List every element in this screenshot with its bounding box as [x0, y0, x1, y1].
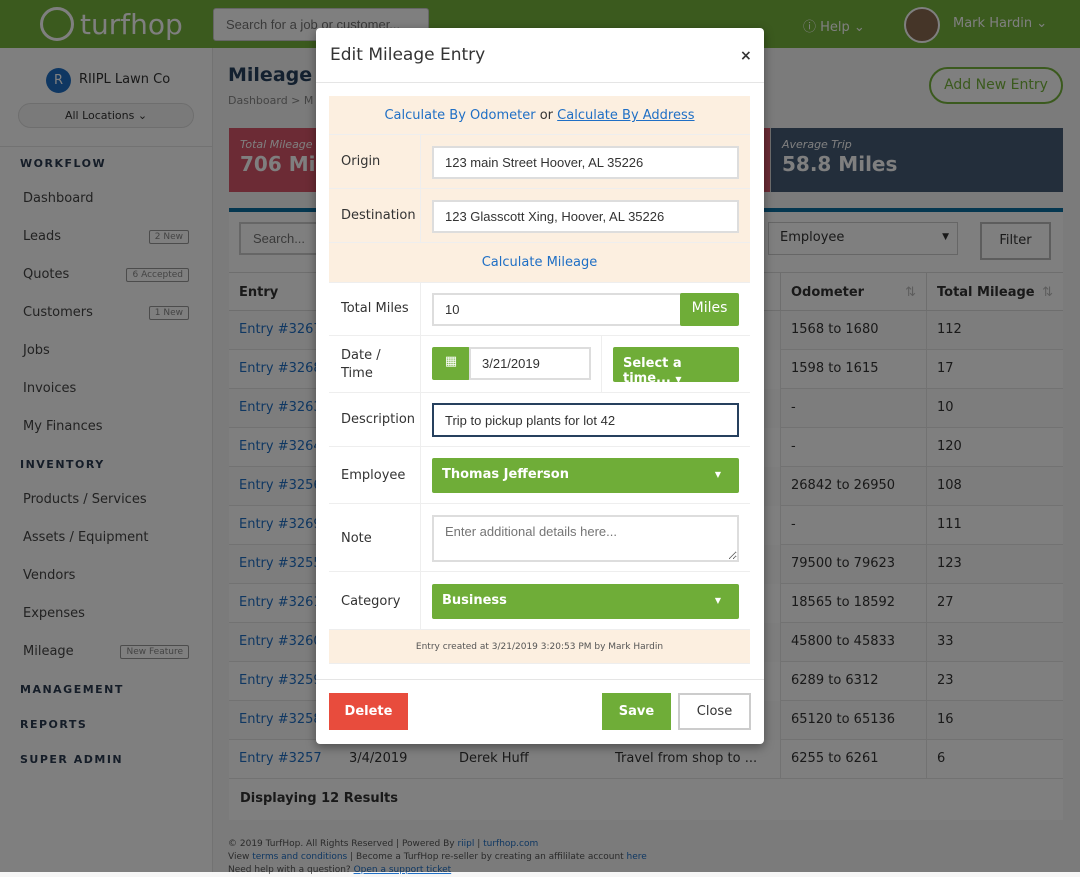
- description-row: Description: [329, 393, 750, 447]
- edit-mileage-modal: Edit Mileage Entry × Calculate By Odomet…: [316, 28, 764, 744]
- employee-row: Employee Thomas Jefferson ▼: [329, 447, 750, 504]
- divider: [420, 135, 421, 188]
- calc-by-address-link[interactable]: Calculate By Address: [557, 108, 695, 123]
- caret-down-icon: ▼: [714, 596, 721, 605]
- time-select[interactable]: Select a time... ▼: [613, 347, 739, 386]
- divider: [420, 393, 421, 446]
- divider: [420, 447, 421, 503]
- employee-value: Thomas Jefferson: [442, 467, 569, 482]
- total-miles-label: Total Miles: [341, 301, 409, 316]
- divider: [420, 504, 421, 571]
- destination-row: Destination: [329, 189, 750, 243]
- divider: [316, 679, 764, 680]
- divider: [420, 283, 421, 335]
- total-miles-input[interactable]: [432, 293, 682, 326]
- calc-by-odometer-link[interactable]: Calculate By Odometer: [384, 108, 536, 123]
- description-input[interactable]: [432, 403, 739, 437]
- miles-unit-addon: Miles: [680, 293, 739, 326]
- divider: [601, 336, 602, 392]
- description-label: Description: [341, 412, 416, 427]
- created-info: Entry created at 3/21/2019 3:20:53 PM by…: [329, 630, 750, 664]
- delete-button[interactable]: Delete: [329, 693, 408, 730]
- divider: [316, 82, 764, 83]
- date-time-row: Date / Time ▦ Select a time... ▼: [329, 336, 750, 393]
- or-text: or: [535, 108, 558, 123]
- category-value: Business: [442, 593, 507, 608]
- employee-label: Employee: [341, 468, 406, 483]
- modal-title: Edit Mileage Entry: [330, 45, 486, 65]
- origin-label: Origin: [341, 154, 381, 169]
- origin-row: Origin: [329, 135, 750, 189]
- calc-mileage-row: Calculate Mileage: [329, 243, 750, 283]
- category-row: Category Business ▼: [329, 572, 750, 630]
- divider: [420, 572, 421, 629]
- date-time-label: Date / Time: [341, 348, 381, 381]
- calc-method-row: Calculate By Odometer or Calculate By Ad…: [329, 96, 750, 135]
- date-input[interactable]: [469, 347, 591, 380]
- caret-down-icon: ▼: [675, 375, 682, 384]
- close-icon[interactable]: ×: [740, 48, 752, 64]
- calculate-mileage-link[interactable]: Calculate Mileage: [481, 255, 598, 270]
- caret-down-icon: ▼: [714, 470, 721, 479]
- close-button[interactable]: Close: [678, 693, 751, 730]
- calendar-icon[interactable]: ▦: [432, 347, 470, 380]
- category-select[interactable]: Business ▼: [432, 584, 739, 619]
- total-miles-row: Total Miles Miles: [329, 283, 750, 336]
- category-label: Category: [341, 594, 401, 609]
- destination-label: Destination: [341, 208, 416, 223]
- note-label: Note: [341, 531, 372, 546]
- note-row: Note: [329, 504, 750, 572]
- divider: [420, 336, 421, 392]
- save-button[interactable]: Save: [602, 693, 671, 730]
- employee-select[interactable]: Thomas Jefferson ▼: [432, 458, 739, 493]
- origin-input[interactable]: [432, 146, 739, 179]
- time-value: Select a time...: [623, 356, 682, 386]
- destination-input[interactable]: [432, 200, 739, 233]
- note-textarea[interactable]: [432, 515, 739, 562]
- divider: [420, 189, 421, 242]
